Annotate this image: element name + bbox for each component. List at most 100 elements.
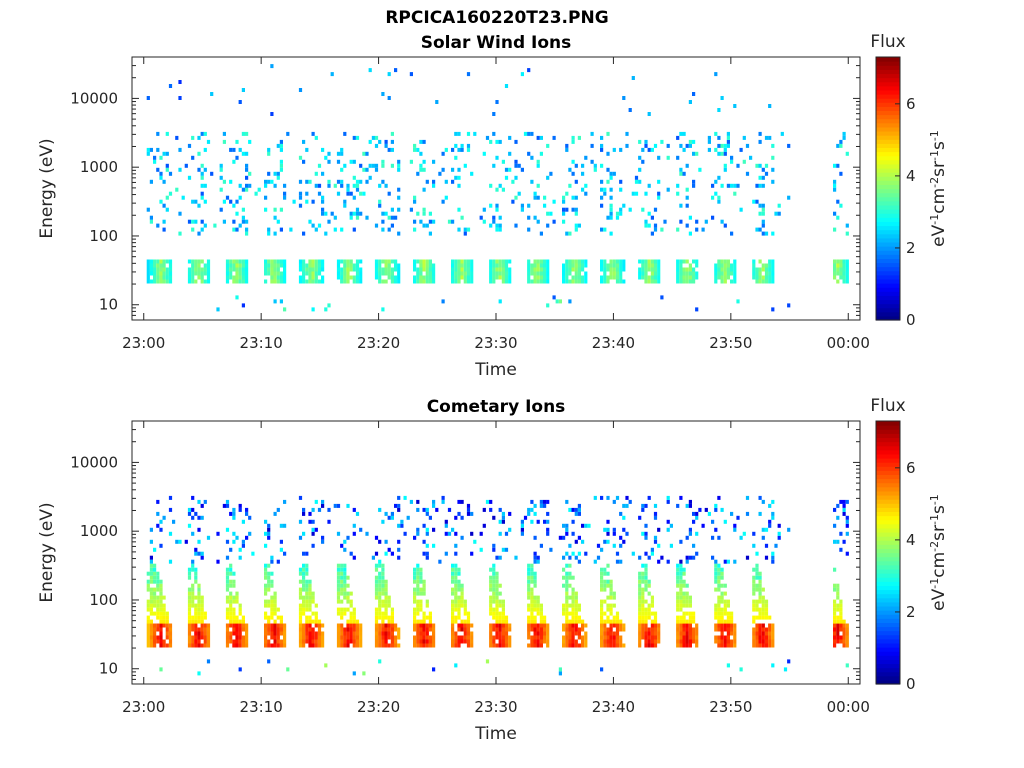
heatmap-cell	[156, 603, 160, 608]
heatmap-cell	[514, 163, 518, 168]
heatmap-cell	[546, 143, 550, 148]
heatmap-cell	[454, 643, 458, 648]
heatmap-cell	[833, 623, 837, 628]
heatmap-cell	[336, 567, 341, 572]
heatmap-cell	[191, 495, 195, 500]
heatmap-cell	[492, 575, 496, 580]
heatmap-cell	[755, 563, 759, 568]
heatmap-cell	[742, 159, 746, 164]
heatmap-cell	[833, 607, 837, 612]
heatmap-cell	[514, 139, 518, 144]
heatmap-cell	[438, 171, 442, 176]
heatmap-cell	[197, 635, 201, 640]
heatmap-cell	[641, 531, 645, 536]
heatmap-cell	[514, 223, 518, 228]
heatmap-cell	[245, 275, 249, 280]
heatmap-cell	[685, 635, 689, 640]
heatmap-cell	[384, 579, 388, 584]
heatmap-cell	[178, 211, 182, 216]
heatmap-cell	[688, 643, 692, 648]
heatmap-cell	[314, 623, 318, 628]
heatmap-cell	[622, 96, 626, 100]
heatmap-cell	[520, 519, 524, 524]
heatmap-cell	[574, 511, 578, 516]
heatmap-cell	[378, 571, 382, 576]
heatmap-cell	[489, 279, 493, 284]
heatmap-cell	[435, 100, 439, 104]
heatmap-cell	[267, 179, 271, 184]
heatmap-cell	[283, 635, 287, 640]
heatmap-cell	[758, 575, 762, 580]
heatmap-cell	[422, 591, 426, 596]
heatmap-cell	[619, 635, 623, 640]
heatmap-cell	[466, 511, 471, 516]
heatmap-cell	[327, 303, 331, 308]
heatmap-cells	[146, 64, 849, 312]
heatmap-cell	[758, 511, 762, 516]
heatmap-cell	[644, 219, 648, 224]
heatmap-cell	[298, 519, 303, 524]
heatmap-cell	[764, 627, 769, 632]
heatmap-cell	[619, 627, 623, 632]
heatmap-cell	[413, 195, 417, 200]
heatmap-cell	[245, 163, 249, 168]
heatmap-cell	[543, 623, 547, 628]
heatmap-cell	[197, 539, 201, 544]
heatmap-cell	[460, 603, 464, 608]
heatmap-cell	[451, 271, 455, 276]
heatmap-cell	[758, 183, 762, 188]
heatmap-cell	[194, 547, 198, 552]
heatmap-cell	[273, 183, 277, 188]
heatmap-cell	[492, 567, 496, 572]
colorbar-tick-label: 4	[906, 531, 916, 549]
heatmap-cell	[413, 627, 417, 632]
heatmap-cell	[200, 551, 204, 556]
heatmap-cell	[641, 611, 645, 616]
heatmap-cell	[568, 643, 572, 648]
heatmap-cell	[321, 279, 325, 284]
heatmap-cell	[346, 639, 350, 644]
heatmap-cell	[451, 571, 455, 576]
heatmap-cell	[305, 571, 309, 576]
heatmap-cell	[191, 591, 195, 596]
heatmap-cell	[603, 635, 607, 640]
colorbar-step	[876, 536, 900, 541]
heatmap-cell	[200, 631, 204, 636]
heatmap-cell	[343, 583, 347, 588]
heatmap-cell	[416, 579, 420, 584]
heatmap-cell	[574, 507, 578, 512]
heatmap-cell	[574, 599, 578, 604]
heatmap-cell	[641, 271, 645, 276]
heatmap-cell	[197, 267, 201, 272]
heatmap-cell	[355, 619, 360, 624]
heatmap-cell	[717, 199, 721, 204]
heatmap-cell	[647, 183, 651, 188]
heatmap-cell	[600, 279, 604, 284]
heatmap-cell	[615, 211, 620, 216]
heatmap-cell	[416, 271, 420, 276]
heatmap-cell	[168, 631, 173, 636]
heatmap-cell	[390, 643, 394, 648]
heatmap-cell	[842, 131, 846, 136]
heatmap-cell	[606, 583, 610, 588]
heatmap-cell	[200, 227, 204, 232]
heatmap-cell	[229, 259, 233, 264]
heatmap-cell	[638, 139, 642, 144]
heatmap-cell	[758, 267, 762, 272]
heatmap-cell	[723, 619, 727, 624]
heatmap-cell	[698, 507, 702, 512]
heatmap-cell	[324, 211, 328, 216]
heatmap-cell	[527, 507, 531, 512]
heatmap-cell	[609, 231, 613, 236]
heatmap-cell	[378, 267, 382, 272]
heatmap-cell	[159, 603, 163, 608]
heatmap-cell	[168, 279, 173, 284]
colorbar-step	[876, 110, 900, 116]
heatmap-cell	[539, 499, 543, 504]
heatmap-cell	[574, 627, 578, 632]
heatmap-cell	[308, 615, 312, 620]
heatmap-cell	[241, 215, 245, 220]
heatmap-cell	[720, 595, 724, 600]
heatmap-cell	[714, 627, 718, 632]
heatmap-cell	[457, 183, 461, 188]
